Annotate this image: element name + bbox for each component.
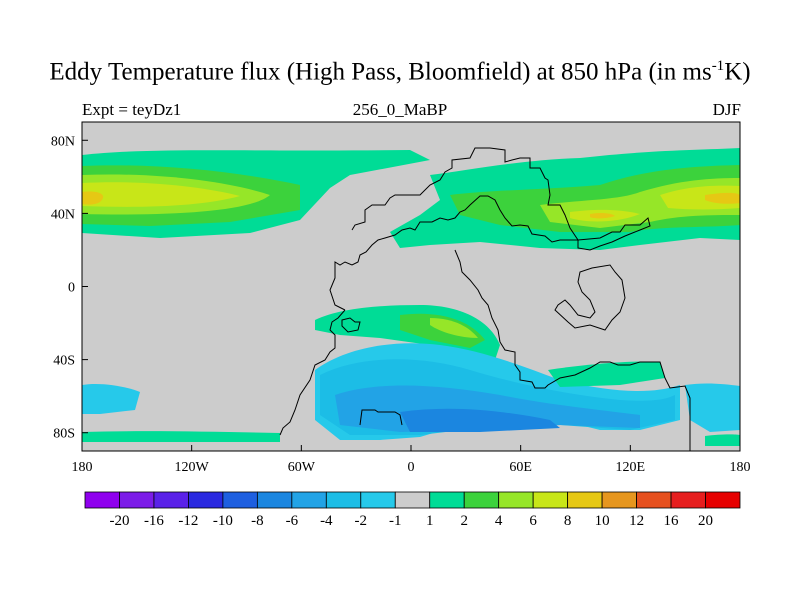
experiment-label: Expt = teyDz1 (82, 100, 182, 119)
contour-nh-west-8 (82, 182, 240, 207)
colorbar-label: 12 (629, 513, 644, 529)
colorbar-swatch (498, 491, 534, 509)
continent-north-america (329, 147, 579, 311)
contour-sh-australia (548, 361, 665, 387)
colorbar-swatch (463, 491, 500, 509)
colorbar-swatch (532, 491, 569, 509)
colorbar-swatch (222, 491, 258, 509)
title-superscript: -1 (711, 58, 725, 74)
colorbar: -20 -16 -12 -10 -8 -6 -4 -2 -1 1 2 4 6 8 10 12 16 20 (84, 491, 741, 529)
colorbar-swatch (705, 491, 741, 509)
run-label: 256_0_MaBP (352, 100, 448, 119)
colorbar-label: 4 (495, 513, 503, 529)
continent-antarctica-notch (359, 409, 403, 426)
axes-layer: 180 120W 60W 0 60E 120E 180 80N 40N 0 40S 80S (51, 134, 751, 475)
colorbar-label: -6 (286, 513, 299, 529)
contour-sh-subtropical-6 (430, 318, 478, 338)
colorbar-swatch (429, 491, 465, 509)
colorbar-swatch (119, 491, 155, 509)
colorbar-label: 8 (564, 513, 572, 529)
colorbar-label: -1 (389, 513, 402, 529)
x-tick-label: 120W (175, 460, 210, 475)
continent-island (341, 317, 361, 333)
colorbar-label: 20 (698, 513, 713, 529)
y-tick-label: 80N (51, 134, 75, 149)
title-main: Eddy Temperature flux (High Pass, Bloomf… (49, 58, 712, 86)
y-tick-label: 40N (51, 207, 75, 222)
colorbar-label: 2 (460, 513, 468, 529)
colorbar-label: -20 (109, 513, 129, 529)
contour-layer (82, 148, 740, 446)
season-label: DJF (712, 100, 741, 119)
continent-madagascar (554, 264, 626, 331)
colorbar-label: -4 (320, 513, 333, 529)
colorbar-label: -2 (355, 513, 368, 529)
colorbar-swatch (636, 491, 672, 509)
continent-africa-east (454, 249, 691, 451)
continent-eurasia-south (577, 217, 651, 251)
y-tick-label: 80S (53, 427, 75, 442)
colorbar-swatch (153, 491, 189, 509)
colorbar-swatch (188, 491, 224, 509)
colorbar-label: -16 (144, 513, 164, 529)
x-tick-label: 0 (408, 460, 415, 475)
x-tick-label: 120E (616, 460, 646, 475)
contour-sh-west-pacific (685, 383, 740, 432)
x-tick-label: 180 (72, 460, 93, 475)
colorbar-swatch (291, 491, 327, 509)
colorbar-swatch (567, 491, 603, 509)
continent-africa-west (279, 309, 346, 436)
colorbar-swatch (84, 491, 120, 509)
colorbar-swatch (360, 491, 396, 509)
colorbar-label: -12 (178, 513, 198, 529)
colorbar-label: 16 (664, 513, 680, 529)
colorbar-swatch (256, 491, 293, 509)
contour-nh-east-8 (570, 185, 740, 222)
contour-nh-east-10 (590, 192, 740, 219)
chart-title: Eddy Temperature flux (High Pass, Bloomf… (0, 58, 800, 86)
contour-sh-pacific (82, 383, 140, 414)
colorbar-label: -10 (213, 513, 233, 529)
colorbar-swatch (325, 491, 362, 509)
x-tick-label: 60W (288, 460, 316, 475)
title-end: K) (724, 58, 751, 86)
colorbar-label: -8 (251, 513, 264, 529)
colorbar-swatch (670, 491, 706, 509)
contour-sh-south-band (82, 431, 740, 446)
contour-sh-track-8 (400, 408, 560, 432)
colorbar-swatch (601, 491, 637, 509)
colorbar-label: 6 (529, 513, 537, 529)
continent-outlines (279, 147, 691, 451)
colorbar-label: 10 (595, 513, 610, 529)
x-tick-label: 180 (730, 460, 751, 475)
x-tick-label: 60E (509, 460, 532, 475)
y-tick-label: 40S (53, 354, 75, 369)
contour-nh-west-10 (82, 191, 104, 205)
y-tick-label: 0 (68, 281, 75, 296)
colorbar-swatch (394, 491, 431, 509)
colorbar-label: 1 (426, 513, 434, 529)
